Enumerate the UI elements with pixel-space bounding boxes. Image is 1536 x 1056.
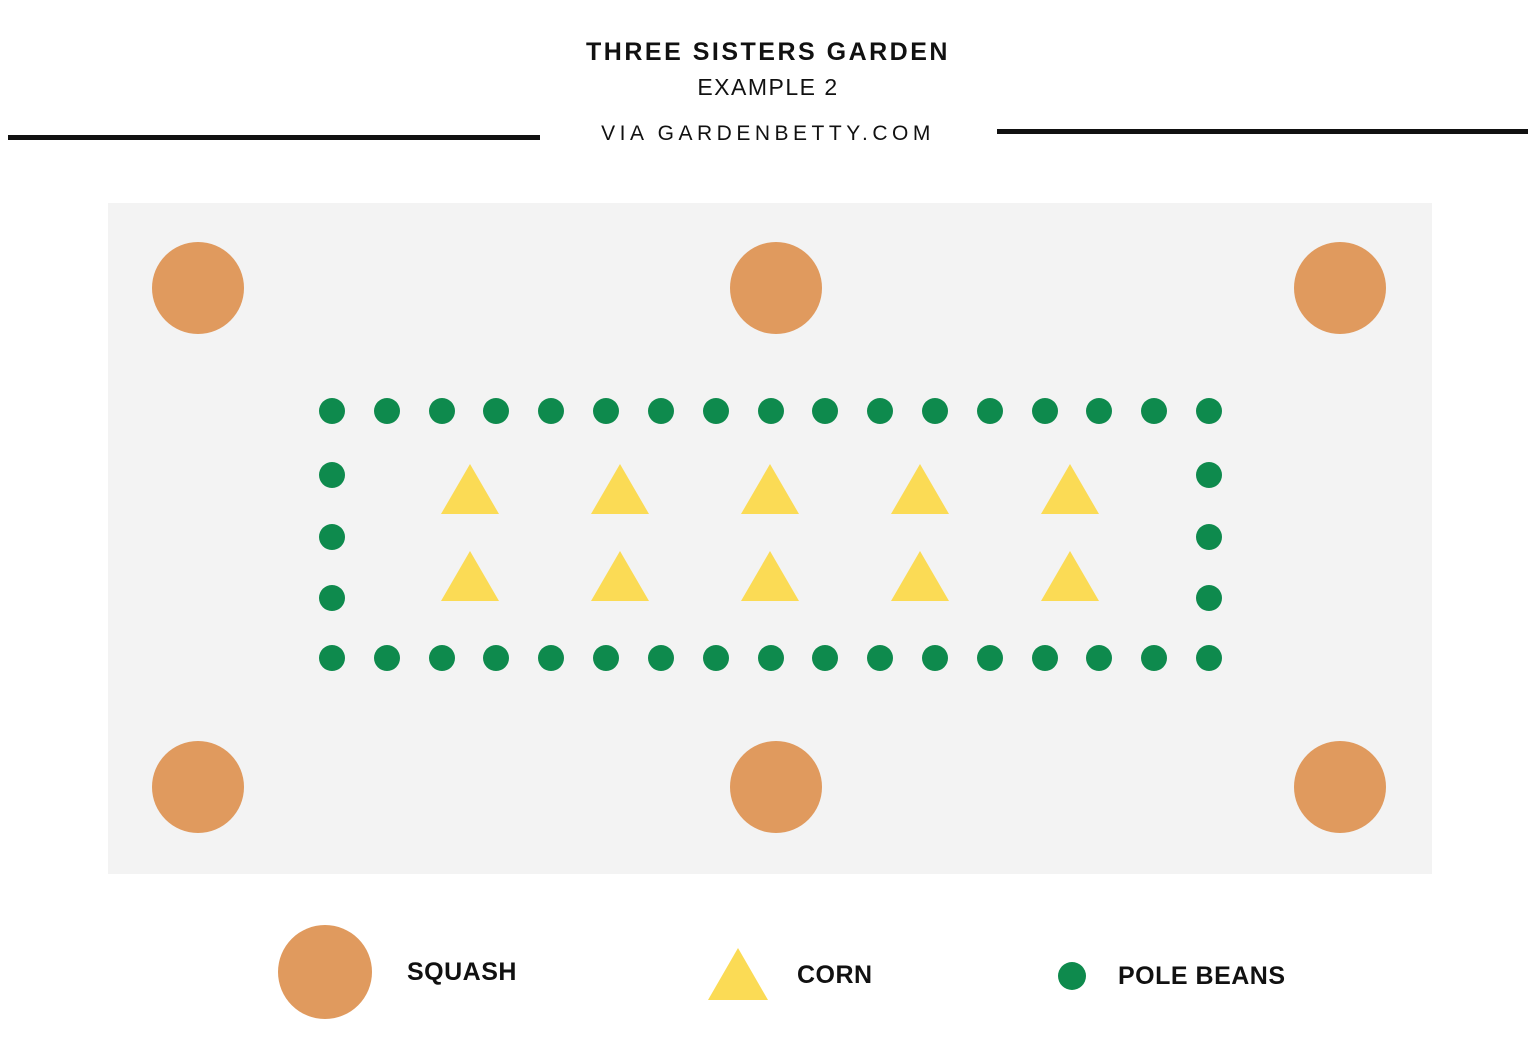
bean-dot: [812, 645, 838, 671]
bean-dot: [867, 398, 893, 424]
bean-dot: [429, 645, 455, 671]
legend-beans-label: POLE BEANS: [1118, 962, 1286, 990]
bean-dot: [538, 398, 564, 424]
bean-dot: [1141, 645, 1167, 671]
corn-triangle: [741, 464, 799, 514]
squash-circle: [1294, 242, 1386, 334]
corn-triangle: [891, 551, 949, 601]
legend-corn-icon: [708, 948, 768, 1000]
squash-circle: [730, 242, 822, 334]
bean-dot: [319, 585, 345, 611]
bean-dot: [319, 524, 345, 550]
header-rule-left: [8, 135, 540, 140]
page-subtitle: EXAMPLE 2: [697, 74, 839, 100]
bean-dot: [1032, 645, 1058, 671]
bean-dot: [1196, 462, 1222, 488]
bean-dot: [922, 398, 948, 424]
bean-dot: [483, 398, 509, 424]
bean-dot: [1196, 398, 1222, 424]
bean-dot: [1141, 398, 1167, 424]
bean-dot: [593, 645, 619, 671]
squash-circle: [152, 741, 244, 833]
corn-triangle: [1041, 464, 1099, 514]
bean-dot: [758, 398, 784, 424]
bean-dot: [977, 645, 1003, 671]
legend-squash-icon: [278, 925, 372, 1019]
bean-dot: [648, 398, 674, 424]
bean-dot: [812, 398, 838, 424]
page-title: THREE SISTERS GARDEN: [586, 38, 950, 66]
bean-dot: [1086, 645, 1112, 671]
header-rule-right: [997, 129, 1528, 134]
bean-dot: [374, 398, 400, 424]
bean-dot: [1196, 585, 1222, 611]
bean-dot: [867, 645, 893, 671]
bean-dot: [1032, 398, 1058, 424]
attribution-text: VIA GARDENBETTY.COM: [601, 122, 935, 145]
bean-dot: [319, 398, 345, 424]
bean-dot: [922, 645, 948, 671]
bean-dot: [758, 645, 784, 671]
squash-circle: [152, 242, 244, 334]
bean-dot: [703, 645, 729, 671]
bean-dot: [538, 645, 564, 671]
bean-dot: [648, 645, 674, 671]
bean-dot: [483, 645, 509, 671]
legend-beans-icon: [1058, 962, 1086, 990]
corn-triangle: [741, 551, 799, 601]
bean-dot: [1086, 398, 1112, 424]
legend-corn-label: CORN: [797, 961, 873, 989]
corn-triangle: [591, 464, 649, 514]
corn-triangle: [891, 464, 949, 514]
corn-triangle: [441, 464, 499, 514]
bean-dot: [429, 398, 455, 424]
corn-triangle: [1041, 551, 1099, 601]
bean-dot: [593, 398, 619, 424]
bean-dot: [1196, 645, 1222, 671]
squash-circle: [730, 741, 822, 833]
corn-triangle: [591, 551, 649, 601]
bean-dot: [374, 645, 400, 671]
squash-circle: [1294, 741, 1386, 833]
legend-squash-label: SQUASH: [407, 958, 517, 986]
bean-dot: [319, 462, 345, 488]
corn-triangle: [441, 551, 499, 601]
bean-dot: [703, 398, 729, 424]
bean-dot: [977, 398, 1003, 424]
bean-dot: [319, 645, 345, 671]
bean-dot: [1196, 524, 1222, 550]
